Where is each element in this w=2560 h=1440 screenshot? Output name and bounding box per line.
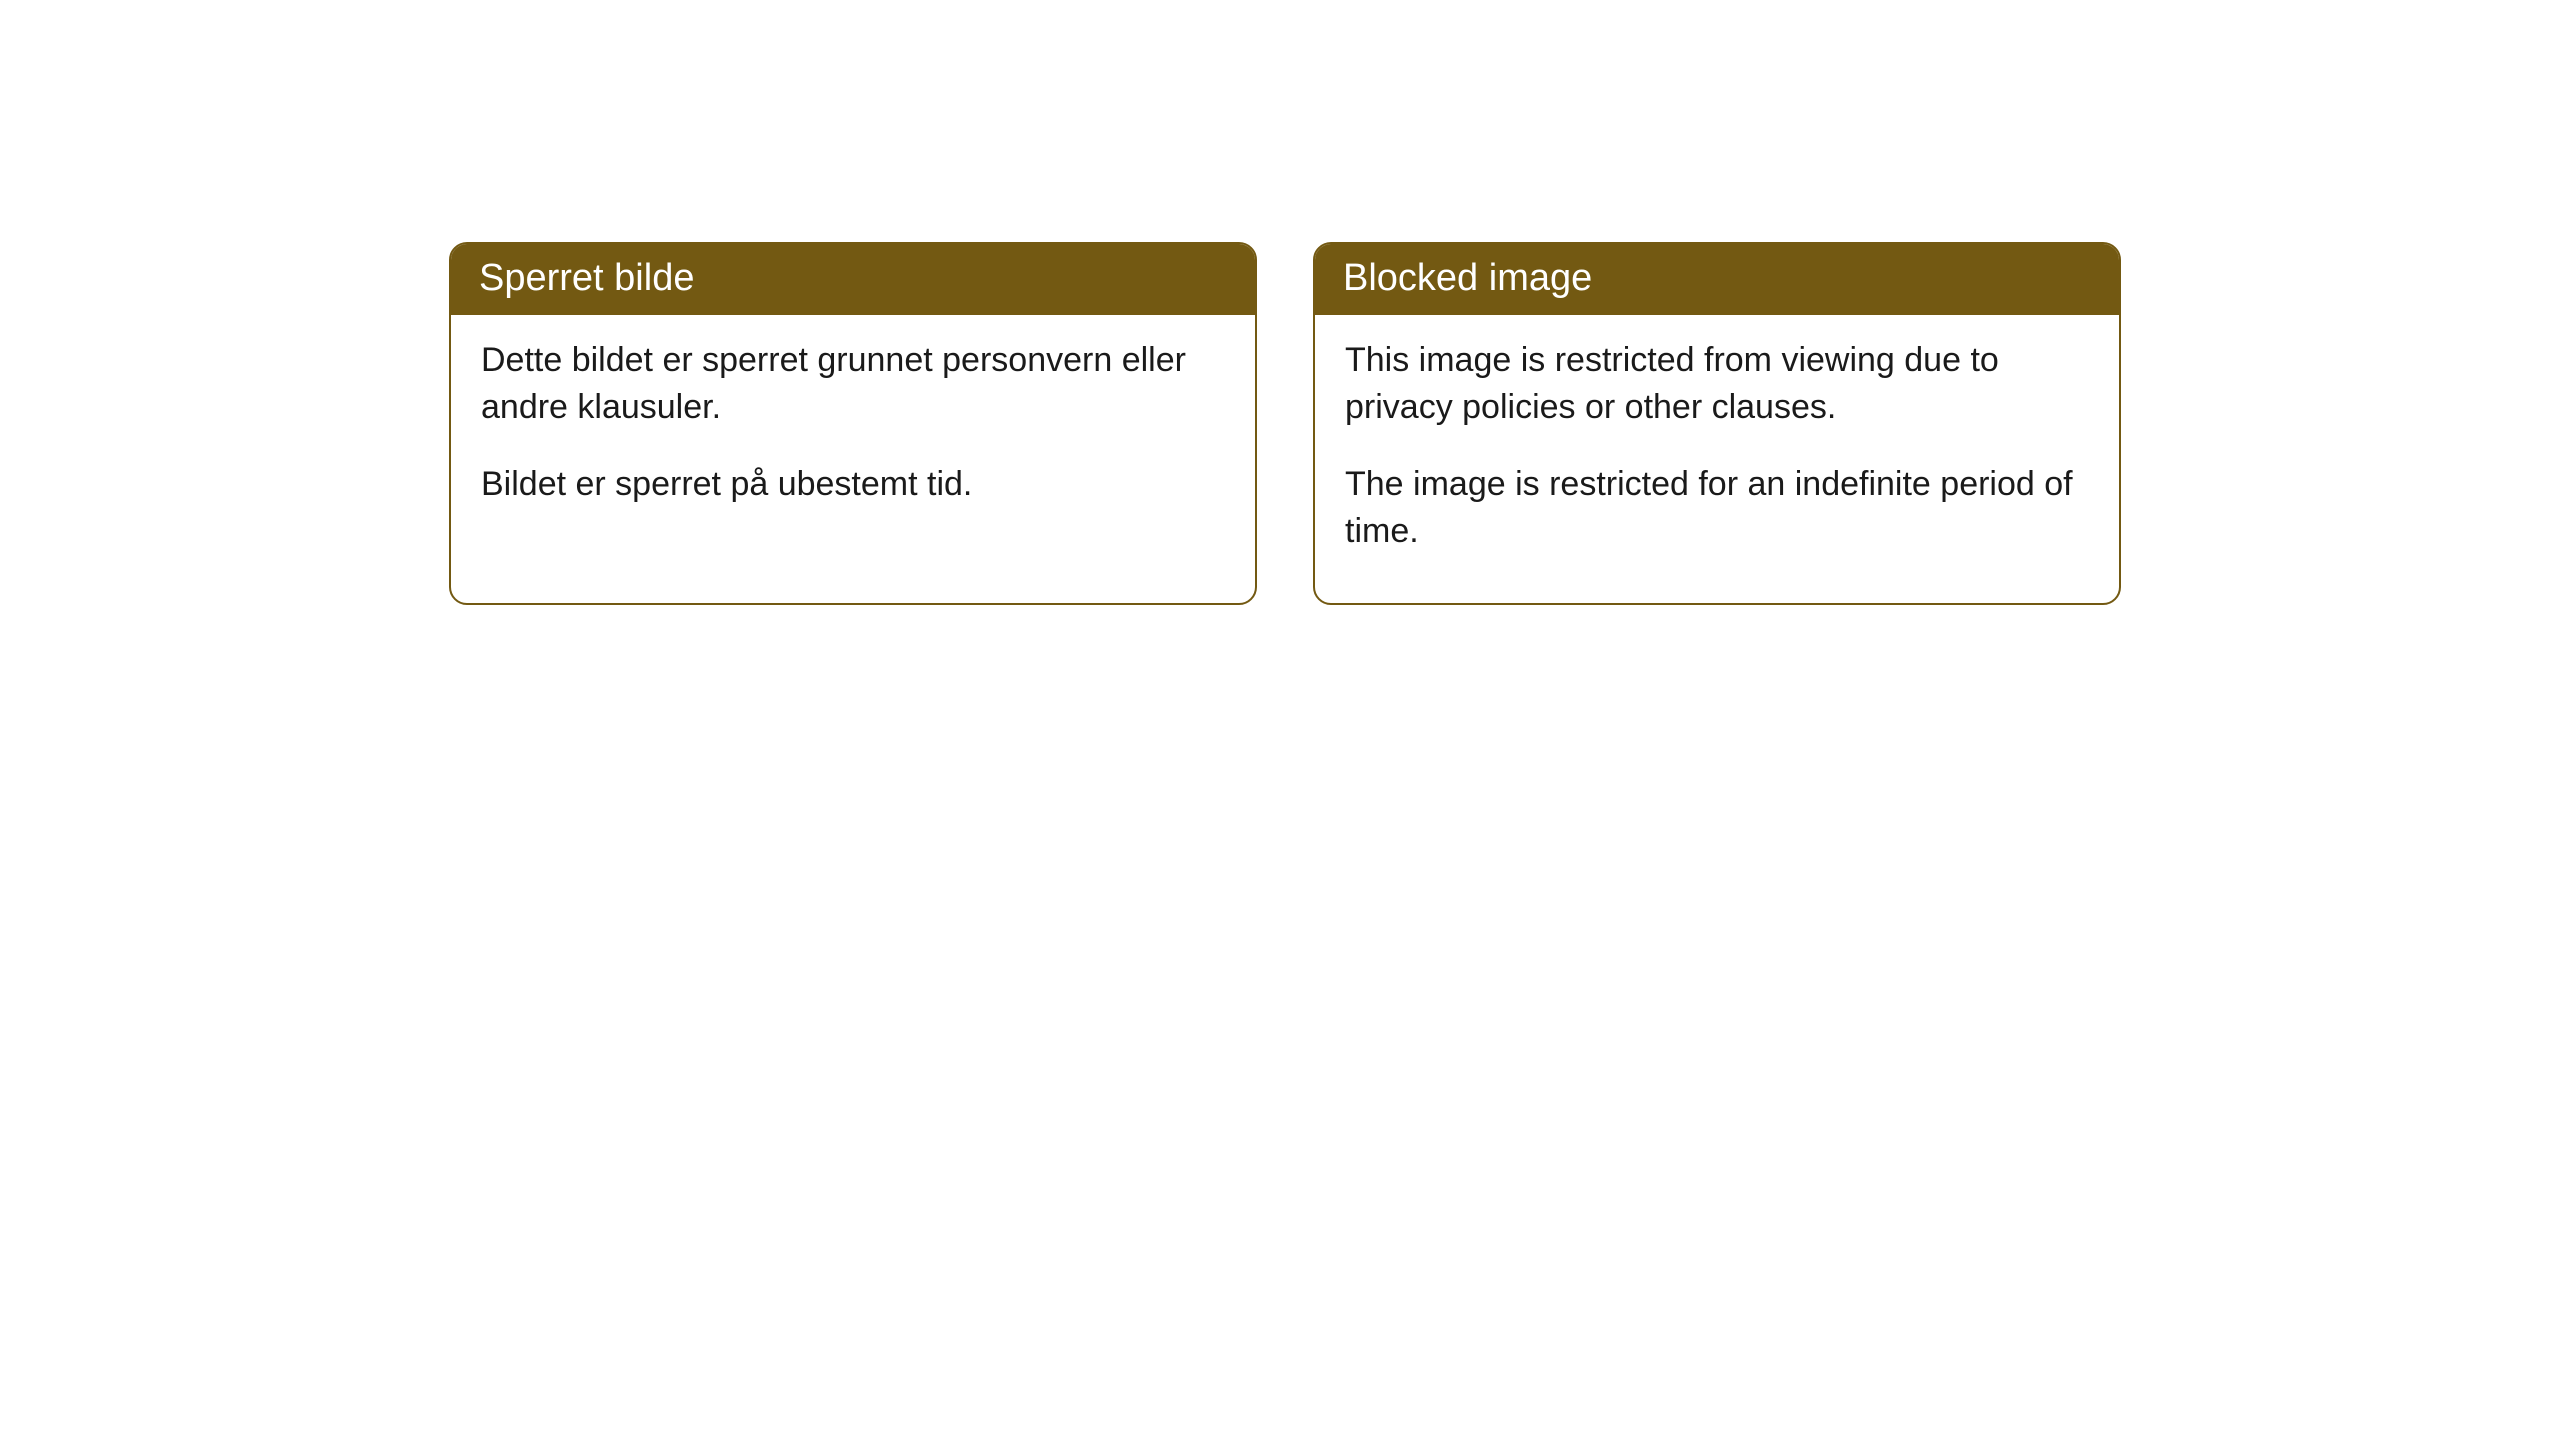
- card-text-line: Dette bildet er sperret grunnet personve…: [481, 337, 1225, 431]
- notice-cards-container: Sperret bilde Dette bildet er sperret gr…: [0, 0, 2560, 605]
- blocked-image-card-no: Sperret bilde Dette bildet er sperret gr…: [449, 242, 1257, 605]
- card-text-line: The image is restricted for an indefinit…: [1345, 461, 2089, 555]
- card-text-line: This image is restricted from viewing du…: [1345, 337, 2089, 431]
- card-header: Blocked image: [1315, 244, 2119, 315]
- blocked-image-card-en: Blocked image This image is restricted f…: [1313, 242, 2121, 605]
- card-body: Dette bildet er sperret grunnet personve…: [451, 315, 1255, 556]
- card-body: This image is restricted from viewing du…: [1315, 315, 2119, 603]
- card-header: Sperret bilde: [451, 244, 1255, 315]
- card-text-line: Bildet er sperret på ubestemt tid.: [481, 461, 1225, 508]
